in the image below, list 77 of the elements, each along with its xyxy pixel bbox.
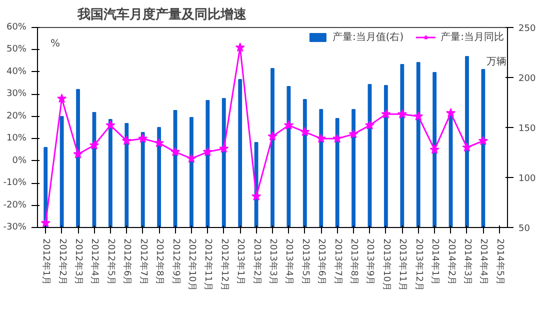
x-tick-label: 2013年10月 — [380, 238, 392, 291]
y-tick-label: 30% — [6, 89, 27, 100]
point — [40, 218, 50, 228]
point — [462, 142, 472, 152]
y2-tick-label: 250 — [518, 24, 536, 34]
y-tick-label: -30% — [3, 222, 27, 232]
point — [284, 120, 294, 130]
x-tick-label: 2014年4月 — [478, 238, 490, 286]
y-tick-label: -20% — [3, 200, 27, 210]
x-tick-label: 2013年12月 — [413, 238, 424, 291]
x-tick-label: 2012年1月 — [40, 238, 52, 286]
point — [154, 138, 164, 148]
x-tick-label: 2013年1月 — [235, 238, 246, 286]
y-tick-label: 60% — [6, 22, 27, 32]
x-tick-label: 2012年9月 — [170, 238, 182, 286]
x-tick-label: 2013年6月 — [316, 238, 328, 286]
chart-title: 我国汽车月度产量及同比增速 — [76, 6, 248, 22]
point — [300, 126, 310, 136]
x-tick-label: 2013年4月 — [284, 238, 295, 286]
legend-label: 产量:当月值(右) — [332, 30, 404, 44]
x-tick-label: 2013年11月 — [397, 238, 408, 291]
y-tick-label: 0% — [12, 156, 27, 166]
point — [106, 120, 116, 130]
x-tick-label: 2012年6月 — [122, 238, 133, 286]
y2-axis-title: 万辆 — [486, 56, 507, 68]
point — [138, 134, 148, 143]
x-tick-label: 2013年2月 — [251, 238, 262, 286]
y-tick-label: 10% — [6, 134, 27, 144]
point — [186, 154, 196, 163]
x-tick-label: 2012年4月 — [89, 238, 100, 286]
y2-tick-label: 150 — [518, 124, 536, 134]
x-tick-label: 2012年12月 — [218, 238, 230, 291]
point — [348, 129, 358, 138]
point — [73, 149, 83, 158]
x-tick-label: 2013年8月 — [348, 238, 360, 286]
y2-tick-label: 50 — [518, 224, 530, 234]
point — [122, 136, 132, 145]
y-axis-title: % — [50, 38, 60, 50]
point — [89, 140, 100, 150]
x-tick-label: 2012年7月 — [138, 238, 149, 286]
x-tick-label: 2012年2月 — [56, 238, 68, 286]
point — [57, 94, 67, 103]
point — [268, 131, 278, 141]
point — [364, 120, 375, 130]
x-tick-label: 2014年3月 — [462, 238, 473, 286]
y-tick-label: 50% — [6, 44, 27, 55]
point — [478, 136, 488, 145]
point — [316, 134, 326, 143]
x-tick-label: 2014年5月 — [494, 238, 506, 286]
x-tick-label: 2012年10月 — [186, 238, 198, 291]
x-tick-label: 2012年11月 — [202, 238, 214, 291]
x-tick-label: 2013年3月 — [268, 238, 278, 286]
point — [430, 144, 440, 154]
legend-label: 产量:当月同比 — [440, 30, 504, 44]
point — [170, 146, 180, 156]
x-tick-label: 2014年1月 — [430, 238, 441, 286]
point — [381, 109, 391, 118]
point — [219, 144, 229, 153]
point — [202, 146, 212, 156]
x-tick-label: 2013年7月 — [332, 238, 344, 286]
y2-tick-label: 100 — [518, 174, 536, 184]
point — [397, 109, 407, 118]
x-tick-label: 2014年2月 — [446, 238, 457, 286]
point — [332, 134, 342, 143]
point — [414, 111, 424, 121]
y-tick-label: -10% — [3, 178, 27, 188]
y2-tick-label: 200 — [518, 74, 536, 84]
y-tick-label: 40% — [6, 66, 27, 77]
point — [235, 42, 245, 52]
x-tick-label: 2012年8月 — [154, 238, 166, 286]
x-tick-label: 2013年9月 — [364, 238, 376, 286]
point — [446, 108, 456, 118]
x-tick-label: 2012年5月 — [105, 238, 116, 286]
y-tick-label: 20% — [6, 111, 27, 122]
point — [252, 191, 262, 201]
x-tick-label: 2012年3月 — [73, 238, 84, 286]
x-tick-label: 2013年5月 — [300, 238, 311, 286]
